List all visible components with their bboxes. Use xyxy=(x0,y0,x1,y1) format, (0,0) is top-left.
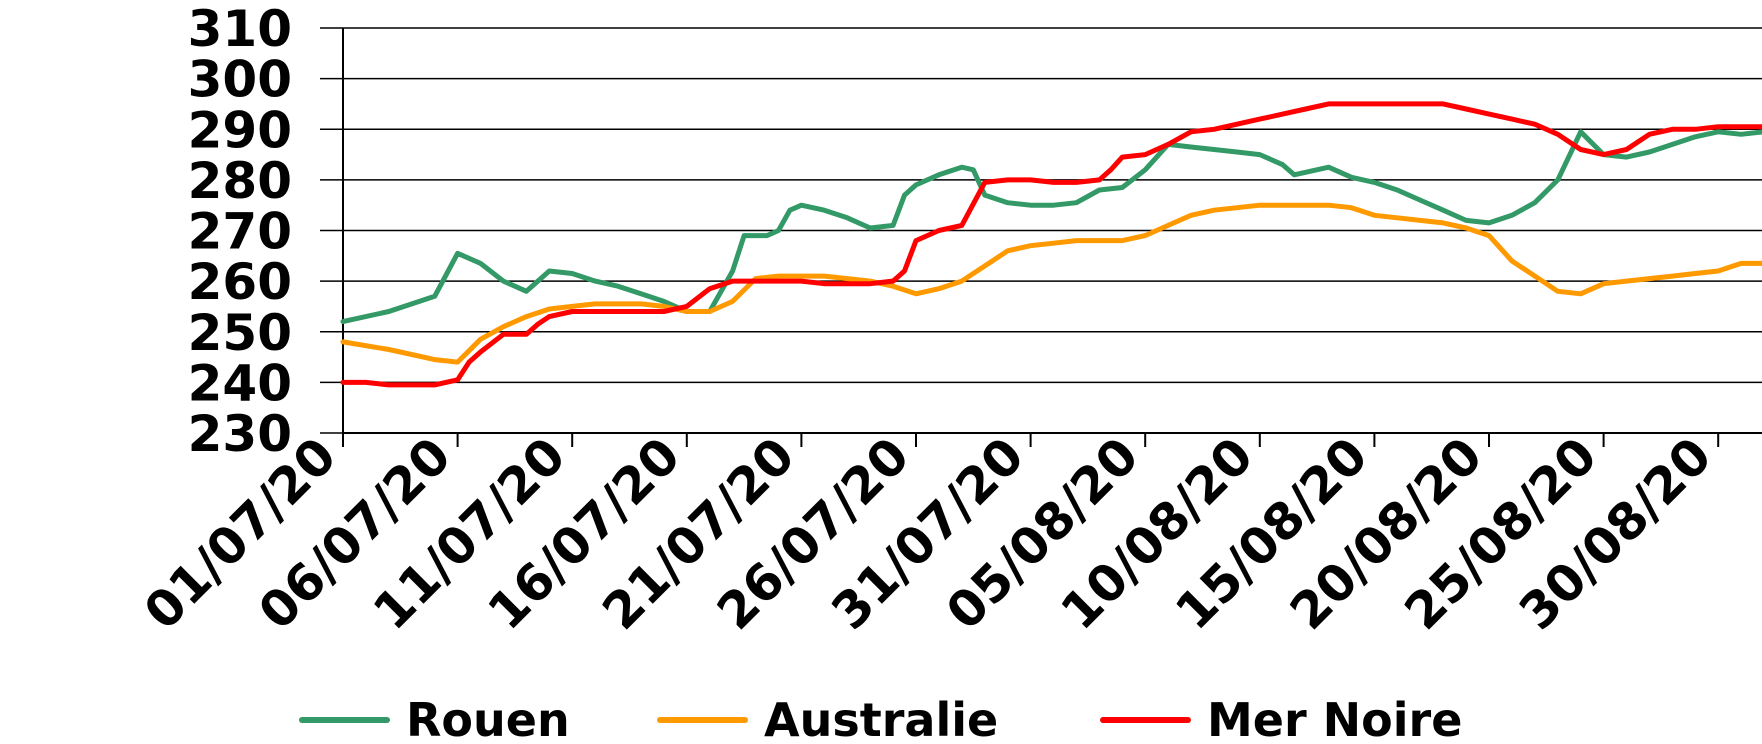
gridlines xyxy=(320,27,1762,434)
y-tick-label: 230 xyxy=(188,405,292,463)
legend: Rouen Australie Mer Noire xyxy=(299,693,1462,744)
x-axis-ticks: 01/07/2006/07/2011/07/2016/07/2021/07/20… xyxy=(133,426,1723,640)
y-tick-label: 280 xyxy=(188,152,292,210)
series-lines xyxy=(340,101,1762,388)
y-tick-label: 250 xyxy=(188,304,292,362)
y-tick-label: 290 xyxy=(188,101,292,159)
axes xyxy=(342,28,1762,434)
legend-label: Mer Noire xyxy=(1207,693,1462,744)
series-line-australie xyxy=(340,202,1762,365)
series-line-mer-noire xyxy=(340,101,1762,388)
y-tick-label: 260 xyxy=(188,253,292,311)
legend-label: Rouen xyxy=(406,693,570,744)
y-tick-label: 270 xyxy=(188,203,292,261)
legend-label: Australie xyxy=(764,693,998,744)
y-tick-label: 300 xyxy=(188,51,292,109)
y-tick-label: 310 xyxy=(188,0,292,58)
y-tick-label: 240 xyxy=(188,354,292,412)
